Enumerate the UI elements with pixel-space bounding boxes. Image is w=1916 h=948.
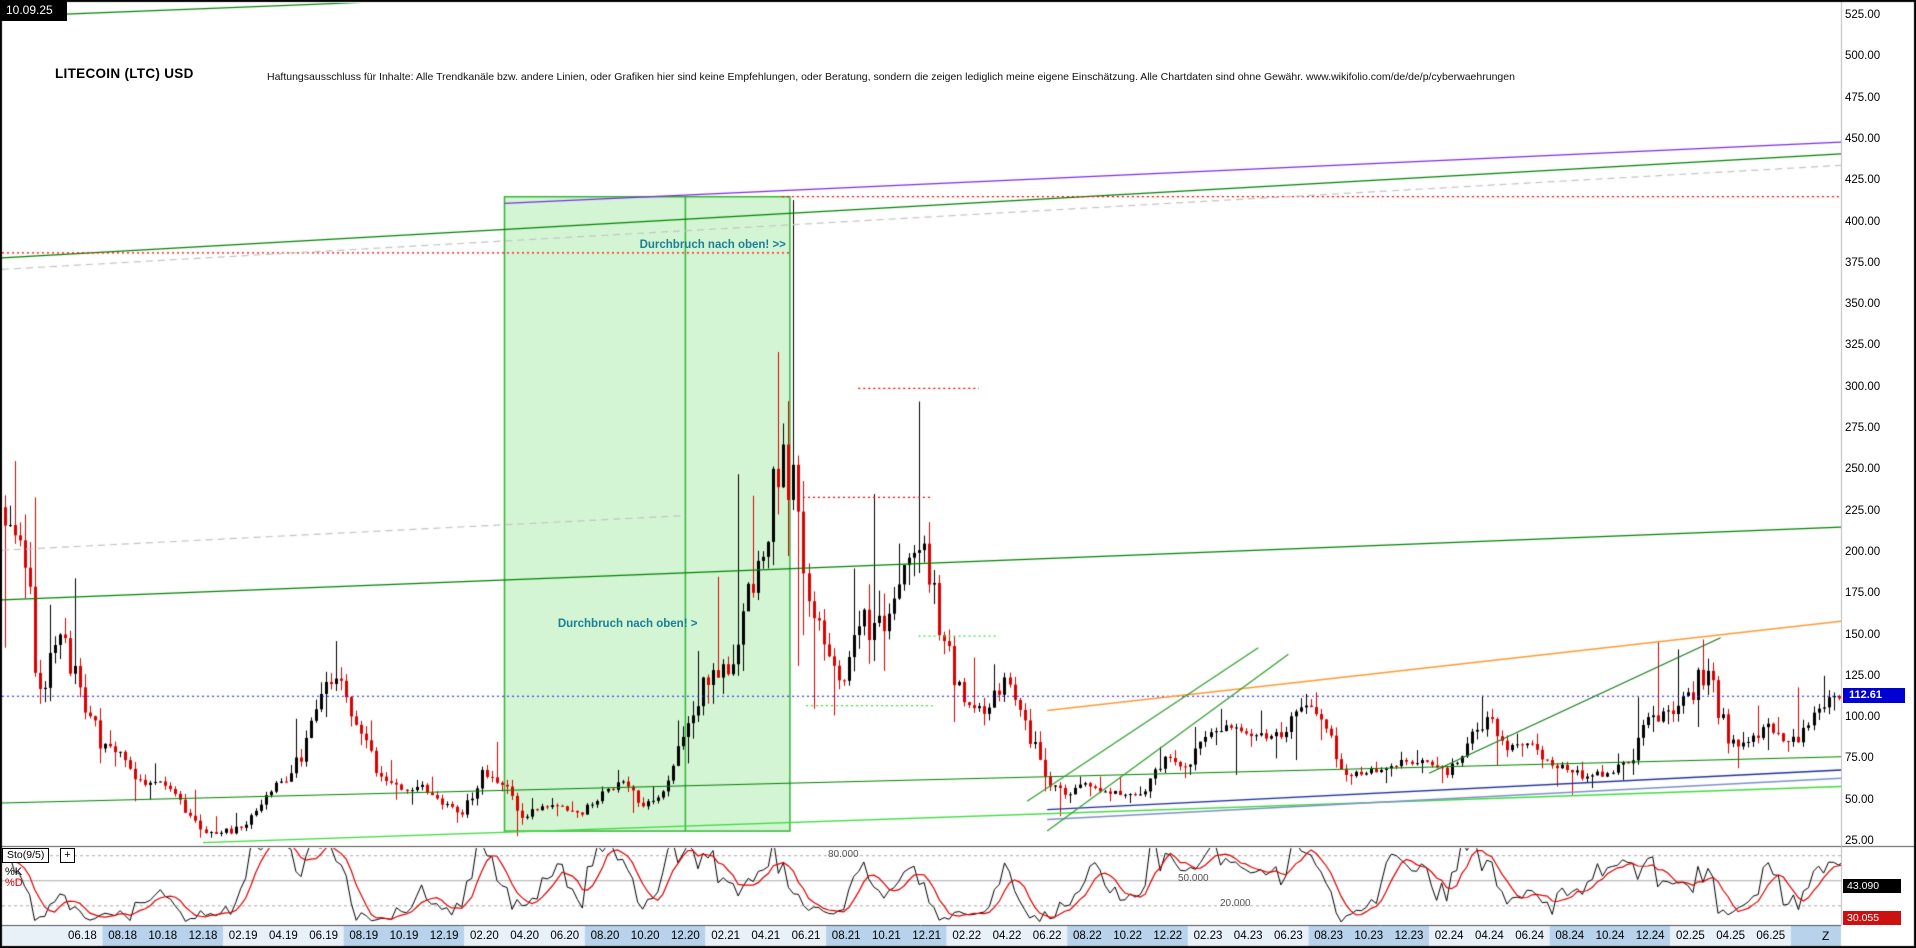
date-axis-label: 08.24 xyxy=(1555,930,1585,942)
date-axis-label: 10.19 xyxy=(389,930,419,942)
sto-level-80-label: 80.000 xyxy=(828,849,859,860)
date-axis-label: 10.22 xyxy=(1113,930,1142,942)
price-axis-label: 325.00 xyxy=(1845,339,1881,352)
date-axis-label: 08.19 xyxy=(349,930,379,942)
price-axis-label: 25.00 xyxy=(1845,835,1874,847)
date-axis-label: 04.25 xyxy=(1716,930,1745,942)
price-axis-label: 250.00 xyxy=(1845,463,1881,476)
date-axis-label: 12.23 xyxy=(1394,930,1424,942)
sto-level-50-label: 50.000 xyxy=(1178,873,1209,884)
price-axis-label: 125.00 xyxy=(1845,669,1881,682)
date-axis-label: 08.21 xyxy=(831,930,861,942)
datetime-label: 10.09.25 xyxy=(0,0,67,21)
stochastic-k-label: %K xyxy=(5,866,23,878)
price-axis-label: 475.00 xyxy=(1845,91,1881,104)
date-axis-label: 10.24 xyxy=(1595,930,1625,942)
chart-title: LITECOIN (LTC) USD xyxy=(55,66,194,81)
price-axis-label: 75.00 xyxy=(1845,752,1874,765)
date-axis-label: 02.24 xyxy=(1434,930,1464,942)
date-axis-label: 02.25 xyxy=(1676,930,1705,942)
date-axis-label: 12.19 xyxy=(429,930,459,942)
zoom-button[interactable]: Z xyxy=(1822,929,1830,943)
price-axis-label: 150.00 xyxy=(1845,628,1881,641)
price-axis-label: 225.00 xyxy=(1845,504,1881,517)
date-axis-label: 12.18 xyxy=(188,930,218,942)
date-axis-label: 06.21 xyxy=(791,930,821,942)
date-axis-label: 10.21 xyxy=(872,930,901,942)
price-axis-label: 525.00 xyxy=(1845,9,1881,21)
sto-d-value-tag: 30.055 xyxy=(1843,911,1901,925)
date-axis-label: 02.23 xyxy=(1193,930,1223,942)
price-axis-label: 200.00 xyxy=(1845,545,1881,558)
price-axis-label: 400.00 xyxy=(1845,215,1881,228)
price-axis-label: 300.00 xyxy=(1845,380,1881,393)
date-axis-label: 06.22 xyxy=(1032,930,1062,942)
date-axis-label: 06.20 xyxy=(550,930,580,942)
price-axis-label: 275.00 xyxy=(1845,422,1881,434)
date-axis-label: 08.18 xyxy=(108,930,137,942)
price-axis-label: 350.00 xyxy=(1845,298,1881,311)
price-axis-label: 450.00 xyxy=(1845,132,1881,145)
date-axis-label: 12.20 xyxy=(671,930,700,942)
current-price-tag: 112.61 xyxy=(1843,688,1905,704)
price-axis-label: 50.00 xyxy=(1845,793,1874,806)
date-axis-label: 08.22 xyxy=(1073,930,1102,942)
date-axis-label: 10.23 xyxy=(1354,930,1384,942)
date-axis-label: 04.22 xyxy=(992,930,1022,942)
date-axis-label: 10.20 xyxy=(630,930,660,942)
date-axis-label: 04.20 xyxy=(510,930,539,942)
sto-k-value-tag: 43.090 xyxy=(1843,879,1901,893)
date-axis-label: 08.20 xyxy=(590,930,620,942)
breakout-annotation-lower: Durchbruch nach oben! > xyxy=(557,617,698,630)
date-axis-label: 06.24 xyxy=(1515,930,1544,942)
date-axis-label: 06.19 xyxy=(309,930,338,942)
sto-level-20-label: 20.000 xyxy=(1220,898,1251,909)
price-axis-label: 175.00 xyxy=(1845,587,1881,600)
date-axis-label: 02.22 xyxy=(952,930,982,942)
date-axis-label: 02.21 xyxy=(711,930,740,942)
price-axis-label: 100.00 xyxy=(1845,711,1881,724)
date-axis-label: 12.24 xyxy=(1635,930,1665,942)
date-axis-label: 06.25 xyxy=(1756,930,1786,942)
price-axis-label: 375.00 xyxy=(1845,256,1881,269)
date-axis-label: 02.19 xyxy=(228,930,258,942)
date-axis-label: 04.23 xyxy=(1233,930,1263,942)
indicator-add-button[interactable]: + xyxy=(60,848,75,863)
price-axis-label: 500.00 xyxy=(1845,50,1881,63)
price-axis-label: 425.00 xyxy=(1845,174,1881,187)
date-axis-label: 04.21 xyxy=(751,930,781,942)
date-axis-label: 06.23 xyxy=(1274,930,1303,942)
stochastic-d-label: %D xyxy=(5,877,23,889)
breakout-annotation-upper: Durchbruch nach oben! >> xyxy=(639,239,786,252)
date-axis-label: 12.22 xyxy=(1153,930,1183,942)
date-axis-label: 02.20 xyxy=(470,930,499,942)
date-axis-label: 10.18 xyxy=(148,930,178,942)
date-axis-label: 04.19 xyxy=(269,930,298,942)
stochastic-indicator-button[interactable]: Sto(9/5) xyxy=(2,848,50,863)
date-axis-label: 06.18 xyxy=(68,930,97,942)
date-axis-label: 08.23 xyxy=(1314,930,1343,942)
date-axis-label: 04.24 xyxy=(1475,930,1504,942)
date-axis-label: 12.21 xyxy=(912,930,941,942)
disclaimer-text: Haftungsausschluss für Inhalte: Alle Tre… xyxy=(267,71,1515,83)
